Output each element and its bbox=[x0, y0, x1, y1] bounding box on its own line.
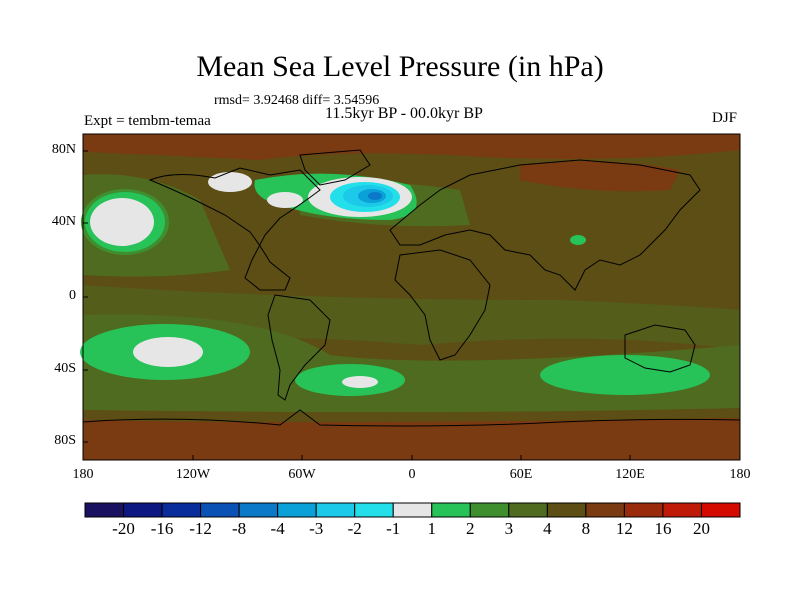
lon-label-0: 0 bbox=[408, 467, 416, 482]
coastline-africa bbox=[394, 249, 491, 361]
colorbar-label: -8 bbox=[232, 519, 247, 538]
colorbar-box bbox=[161, 502, 202, 518]
statistics-label: rmsd= 3.92468 diff= 3.54596 bbox=[214, 93, 380, 108]
colorbar-box bbox=[238, 502, 279, 518]
lon-label-180w: 180 bbox=[72, 467, 94, 482]
lat-label-40s: 40S bbox=[54, 361, 76, 376]
colorbar-box bbox=[700, 502, 741, 518]
colorbar-label: -20 bbox=[112, 519, 135, 538]
colorbar-box bbox=[123, 502, 163, 518]
coastline-south-america bbox=[267, 294, 331, 401]
coastlines bbox=[82, 149, 741, 427]
colorbar-box bbox=[277, 502, 317, 518]
time-period-label: 11.5kyr BP - 00.0kyr BP bbox=[325, 105, 483, 122]
colorbar-label: 12 bbox=[615, 519, 633, 538]
lon-label-60w: 60W bbox=[288, 467, 316, 482]
colorbar-box bbox=[354, 502, 394, 518]
colorbar-label: 2 bbox=[466, 519, 475, 538]
lat-label-80s: 80S bbox=[54, 433, 76, 448]
green-region-south-indian bbox=[540, 355, 710, 395]
coastline-greenland bbox=[299, 149, 371, 186]
lon-label-120e: 120E bbox=[615, 467, 645, 482]
colorbar-label: -3 bbox=[309, 519, 324, 538]
colorbar-label: 4 bbox=[543, 519, 552, 538]
red-patch-siberia bbox=[520, 161, 680, 192]
green-patch-asia bbox=[570, 235, 586, 245]
white-region-labrador bbox=[208, 172, 252, 192]
colorbar-label: 1 bbox=[427, 519, 437, 538]
colorbar-label: -1 bbox=[386, 519, 401, 538]
coastline-australia bbox=[624, 324, 696, 373]
white-core-north-pacific bbox=[90, 198, 154, 246]
colorbar-box bbox=[546, 502, 587, 518]
darkblue-core-north-atlantic bbox=[368, 192, 382, 200]
colorbar-box bbox=[392, 502, 433, 518]
colorbar-box bbox=[200, 502, 240, 518]
lat-label-80n: 80N bbox=[51, 142, 76, 157]
colorbar-label: -4 bbox=[270, 519, 285, 538]
lat-label-40n: 40N bbox=[51, 214, 76, 229]
colorbar-label: -16 bbox=[150, 519, 174, 538]
white-region-hudson bbox=[267, 192, 303, 208]
red-band-north bbox=[83, 134, 740, 160]
lon-label-60e: 60E bbox=[509, 467, 533, 482]
season-label: DJF bbox=[712, 110, 738, 126]
colorbar-box bbox=[623, 502, 664, 518]
colorbar-box bbox=[585, 502, 625, 518]
colorbar-box bbox=[431, 502, 471, 518]
colorbar-label: 3 bbox=[504, 519, 514, 538]
colorbar-label: -2 bbox=[347, 519, 362, 538]
map-title: Mean Sea Level Pressure (in hPa) bbox=[196, 50, 604, 83]
colorbar-box bbox=[508, 502, 548, 518]
colorbar-label: -12 bbox=[189, 519, 212, 538]
colorbar-box bbox=[315, 502, 356, 518]
lon-label-180e: 180 bbox=[729, 467, 751, 482]
axis-ticks bbox=[83, 150, 631, 460]
colorbar-box bbox=[469, 502, 510, 518]
coastline-antarctica bbox=[82, 409, 741, 427]
colorbar-label: 20 bbox=[692, 519, 710, 538]
coastline-north-america bbox=[148, 167, 321, 291]
red-band-south bbox=[83, 418, 740, 460]
colorbar-label: 16 bbox=[654, 519, 672, 538]
colorbar bbox=[84, 502, 741, 518]
white-core-south-atlantic bbox=[342, 376, 378, 388]
lat-label-0: 0 bbox=[69, 288, 76, 303]
experiment-label: Expt = tembm-temaa bbox=[84, 113, 211, 129]
coastline-eurasia bbox=[389, 159, 701, 291]
colorbar-label: 8 bbox=[581, 519, 591, 538]
colorbar-box bbox=[662, 502, 702, 518]
white-core-south-pacific bbox=[133, 337, 203, 367]
lon-label-120w: 120W bbox=[175, 467, 211, 482]
colorbar-box bbox=[84, 502, 125, 518]
